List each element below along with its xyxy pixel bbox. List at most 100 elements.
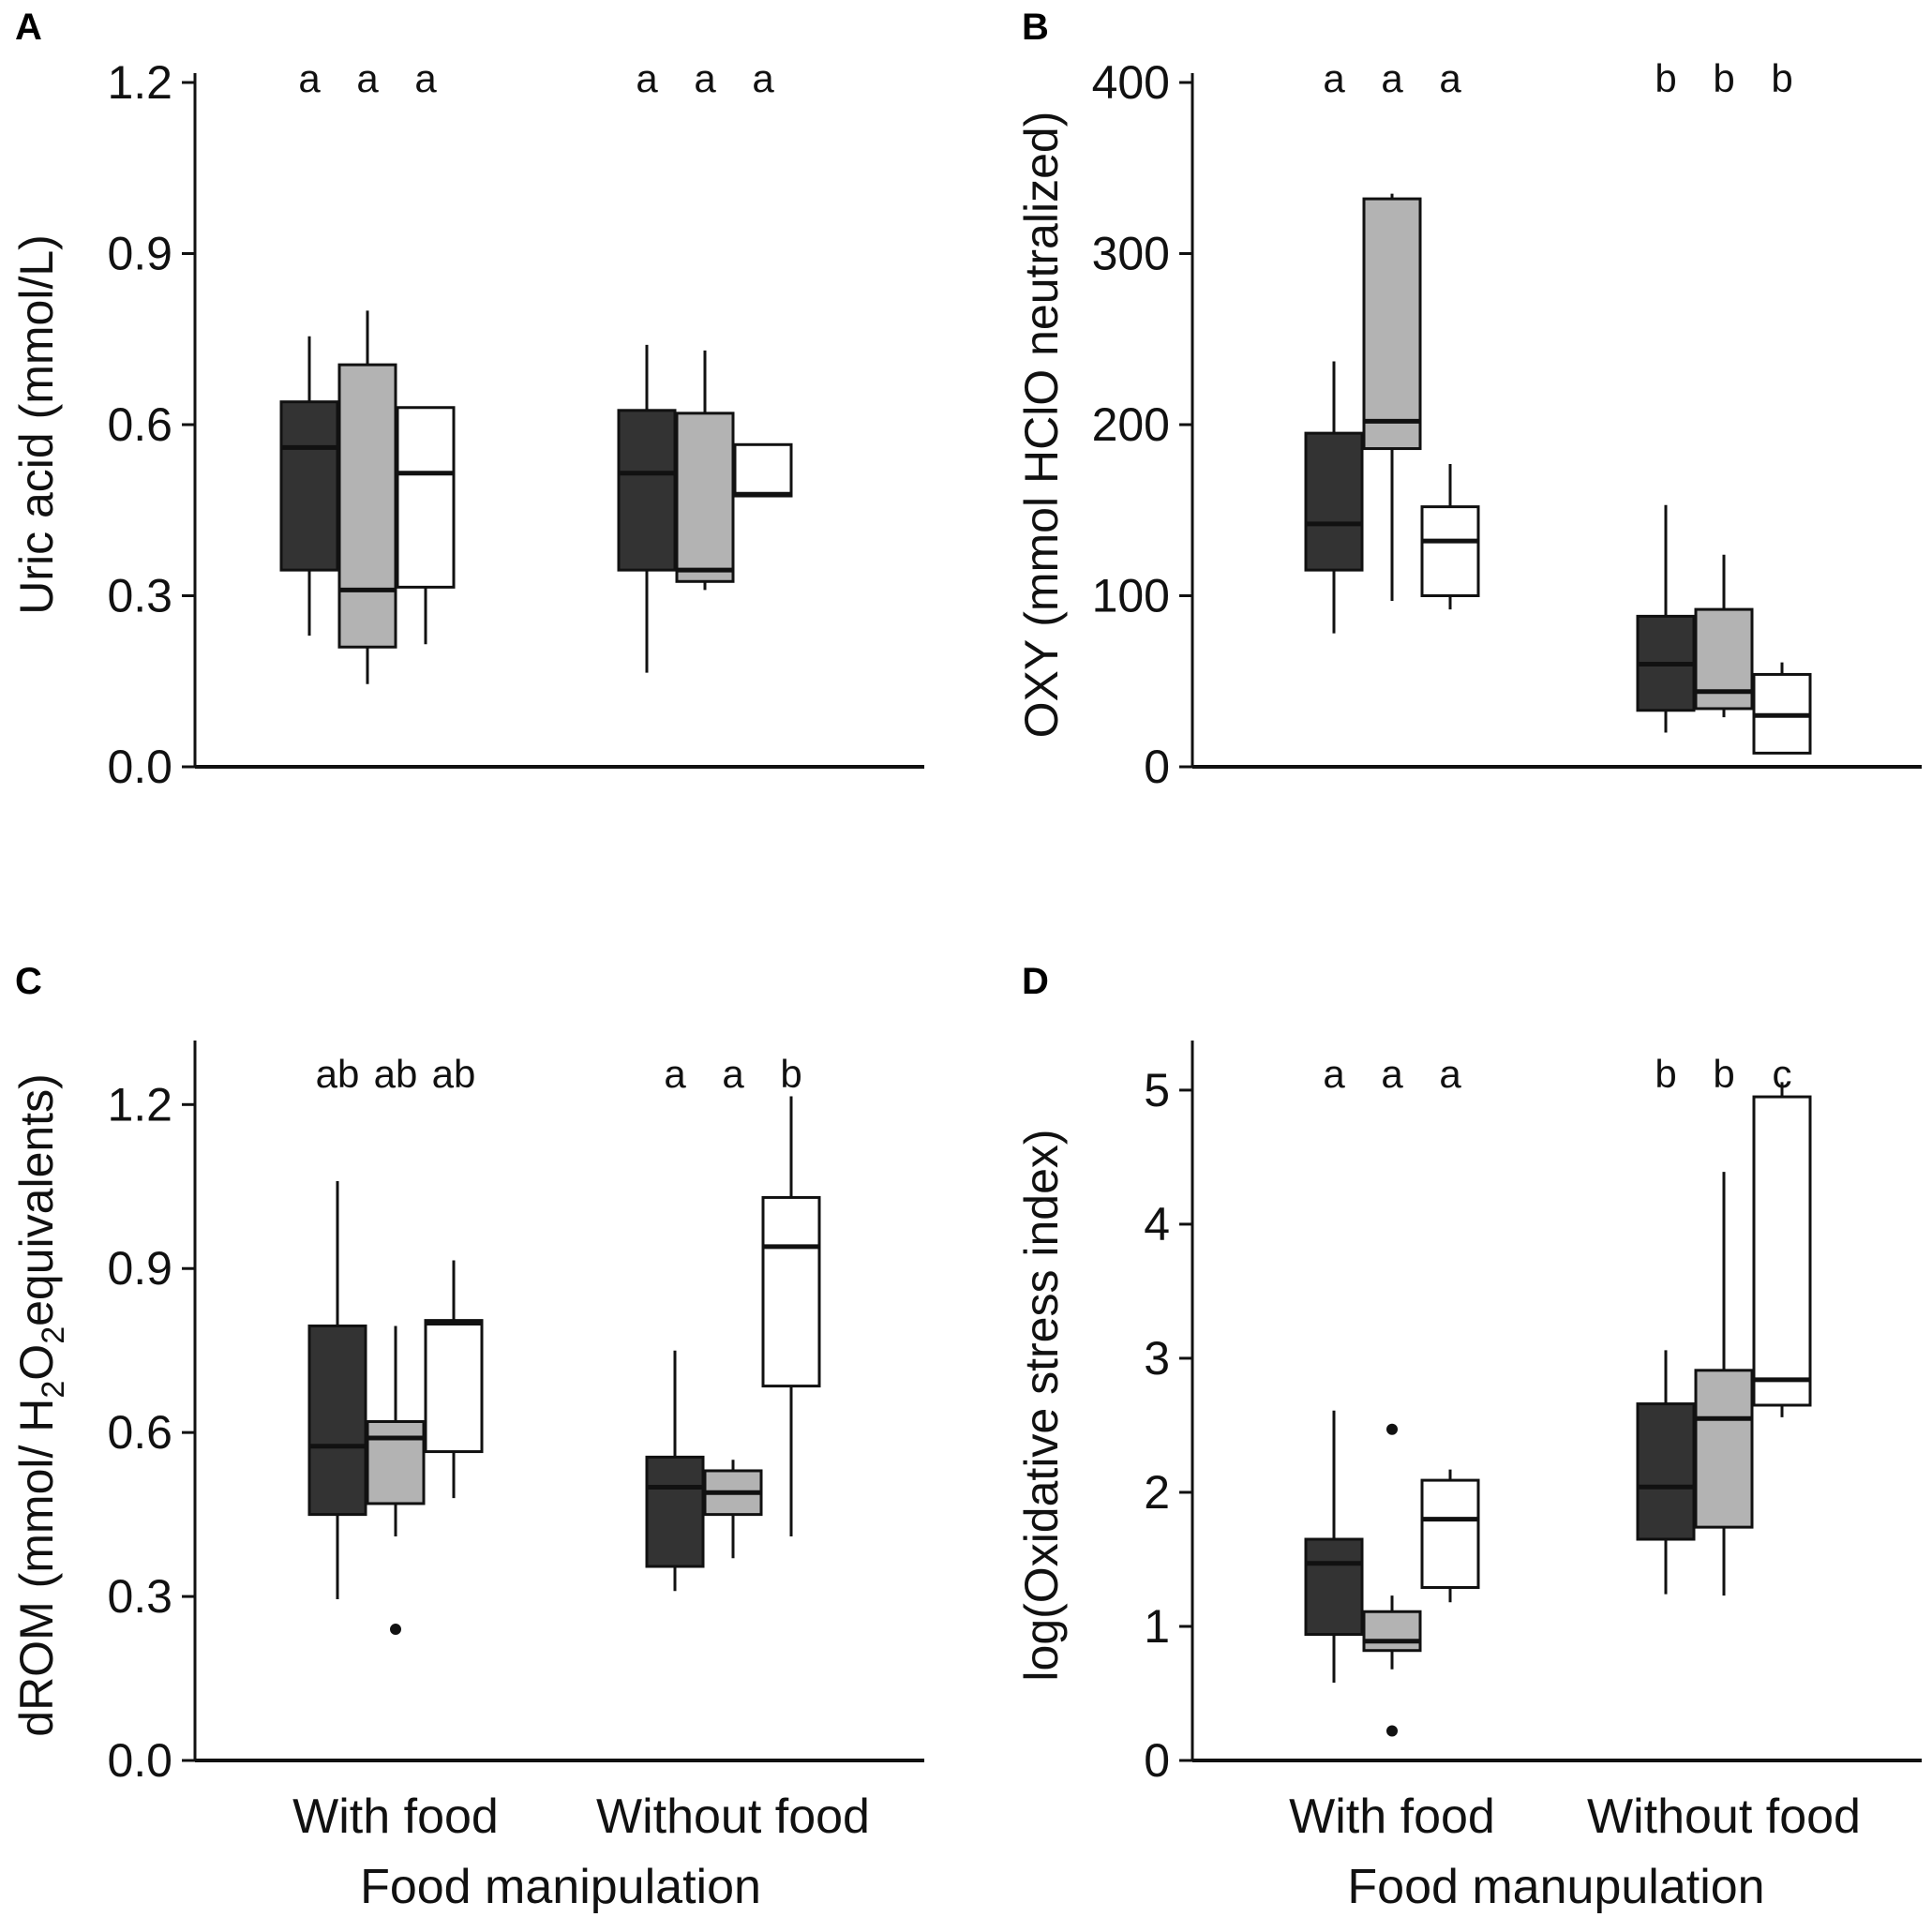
box-rect [424, 1319, 484, 1454]
significance-letter: b [1771, 56, 1792, 100]
significance-letter: b [1713, 56, 1734, 100]
box-rect [761, 1195, 821, 1388]
box-a-g2-b3 [733, 442, 793, 498]
y-tick-label: 0 [1144, 1734, 1170, 1787]
y-tick-label: 0.6 [107, 398, 172, 451]
y-axis-title: Uric acid (mmol/L) [10, 234, 63, 615]
significance-letter: a [1323, 1052, 1345, 1096]
y-axis-title-subscript: 2 [36, 1326, 71, 1344]
y-tick-label: 1.2 [107, 1078, 172, 1131]
significance-letter: ab [316, 1052, 360, 1096]
y-tick-label: 3 [1144, 1332, 1170, 1385]
box-rect [307, 1324, 367, 1517]
x-axis-title: Food manipulation [360, 1860, 761, 1914]
significance-letter: a [298, 56, 321, 100]
box-rect [1304, 1537, 1364, 1637]
box-a-g2-b1 [617, 344, 677, 673]
significance-letter: a [356, 56, 379, 100]
y-tick-label: 4 [1144, 1198, 1170, 1251]
box-a-g1-b1 [279, 336, 339, 637]
y-tick-label: 0 [1144, 741, 1170, 793]
significance-letter: ab [432, 1052, 476, 1096]
box-rect [1694, 1369, 1754, 1529]
box-a-g1-b2 [337, 310, 397, 684]
significance-letter: a [1439, 56, 1461, 100]
x-category-label: With food [292, 1790, 499, 1844]
y-tick-label: 0.3 [107, 570, 172, 622]
y-axis-title-part: O [10, 1344, 63, 1381]
significance-letter: b [1655, 1052, 1676, 1096]
significance-letter: a [1381, 56, 1403, 100]
box-d-g1-b2 [1362, 1423, 1422, 1737]
box-a-g2-b2 [675, 350, 735, 591]
y-tick-label: 0.0 [107, 741, 172, 793]
box-rect [279, 400, 339, 572]
y-tick-label: 300 [1092, 228, 1170, 280]
box-b-g1-b3 [1420, 463, 1480, 610]
box-c-g2-b2 [703, 1460, 763, 1559]
y-tick-label: 0.6 [107, 1406, 172, 1459]
box-c-g2-b3 [761, 1096, 821, 1536]
box-rect [337, 363, 397, 649]
significance-letter: a [414, 56, 437, 100]
box-c-g1-b3 [424, 1260, 484, 1499]
y-tick-label: 2 [1144, 1466, 1170, 1519]
significance-letter: b [1713, 1052, 1734, 1096]
y-tick-label: 0.0 [107, 1734, 172, 1787]
significance-letter: a [664, 1052, 686, 1096]
y-tick-label: 0.9 [107, 228, 172, 280]
box-d-g2-b1 [1636, 1350, 1696, 1595]
significance-letter: a [1323, 56, 1345, 100]
y-tick-label: 0.9 [107, 1242, 172, 1295]
significance-letter: a [722, 1052, 744, 1096]
box-rect [366, 1419, 426, 1505]
y-axis-title-subscript: 2 [36, 1381, 71, 1399]
y-tick-label: 5 [1144, 1064, 1170, 1116]
y-tick-label: 400 [1092, 56, 1170, 109]
y-tick-label: 1.2 [107, 56, 172, 109]
box-a-g1-b3 [396, 406, 456, 645]
y-tick-label: 0.3 [107, 1570, 172, 1623]
box-d-g1-b3 [1420, 1469, 1480, 1603]
y-axis-title-part: dROM (mmol/ H [10, 1399, 63, 1737]
significance-letter: b [1655, 56, 1676, 100]
box-rect [1420, 505, 1480, 597]
box-b-g2-b1 [1636, 504, 1696, 733]
panel-letter-b: B [1022, 7, 1049, 48]
y-axis-title: log(Oxidative stress index) [1015, 1129, 1068, 1681]
x-category-label: Without food [1587, 1790, 1861, 1844]
significance-letter: a [636, 56, 658, 100]
box-d-g2-b2 [1694, 1172, 1754, 1596]
y-tick-label: 100 [1092, 570, 1170, 622]
significance-letter: a [694, 56, 716, 100]
y-tick-label: 200 [1092, 398, 1170, 451]
x-axis-title: Food manupulation [1347, 1860, 1764, 1914]
y-tick-label: 1 [1144, 1600, 1170, 1653]
box-b-g1-b1 [1304, 361, 1364, 634]
box-rect [1752, 1095, 1812, 1407]
box-b-g1-b2 [1362, 193, 1422, 601]
box-b-g2-b2 [1694, 554, 1754, 718]
box-rect [675, 412, 735, 583]
box-rect [1362, 1610, 1422, 1653]
x-category-label: Without food [596, 1790, 870, 1844]
box-c-g2-b1 [645, 1350, 705, 1592]
box-rect [1362, 197, 1422, 451]
box-d-g2-b3 [1752, 1082, 1812, 1417]
x-category-label: With food [1289, 1790, 1495, 1844]
outlier-point [1386, 1423, 1398, 1435]
box-rect [1304, 431, 1364, 572]
box-rect [733, 442, 793, 498]
outlier-point [390, 1624, 401, 1636]
box-rect [617, 409, 677, 572]
panel-b: 0 100 200 300 400 OXY (mmol HClO neutralized)… [1015, 56, 1922, 793]
box-d-g1-b1 [1304, 1410, 1364, 1684]
panel-letter-d: D [1022, 961, 1049, 1002]
y-axis-title: OXY (mmol HClO neutralized) [1015, 112, 1068, 739]
box-rect [396, 406, 456, 589]
y-axis-title: dROM (mmol/ H2O2equivalents) [10, 1073, 71, 1736]
box-rect [645, 1455, 705, 1568]
